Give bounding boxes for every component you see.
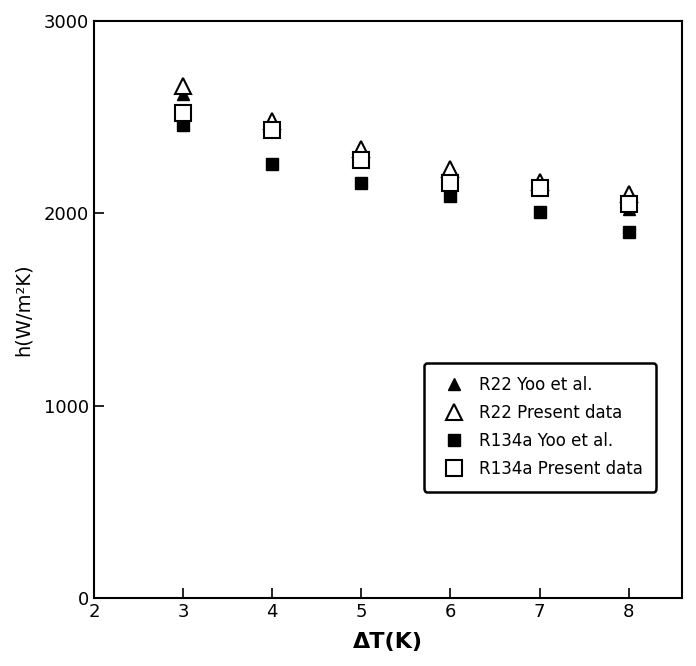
R22 Yoo et al. (268, 127, 276, 135)
R134a Yoo et al. (357, 179, 365, 187)
R22 Present data (446, 165, 454, 173)
R134a Present data (446, 178, 454, 186)
R22 Yoo et al. (357, 150, 365, 158)
R134a Present data (357, 157, 365, 165)
Legend: R22 Yoo et al., R22 Present data, R134a Yoo et al., R134a Present data: R22 Yoo et al., R22 Present data, R134a … (424, 363, 656, 492)
R22 Present data (357, 145, 365, 153)
R22 Yoo et al. (179, 90, 187, 98)
R22 Yoo et al. (624, 206, 633, 214)
R134a Present data (179, 109, 187, 117)
R134a Present data (624, 200, 633, 208)
R22 Present data (624, 190, 633, 198)
R134a Present data (268, 126, 276, 134)
R134a Yoo et al. (535, 208, 544, 216)
Line: R22 Present data: R22 Present data (175, 79, 636, 202)
R134a Present data (535, 184, 544, 192)
R22 Yoo et al. (535, 183, 544, 191)
Line: R134a Present data: R134a Present data (175, 106, 636, 211)
R22 Yoo et al. (446, 172, 454, 180)
R22 Present data (268, 117, 276, 125)
Line: R22 Yoo et al.: R22 Yoo et al. (177, 88, 635, 216)
R134a Yoo et al. (446, 192, 454, 200)
R22 Present data (535, 178, 544, 186)
R134a Yoo et al. (268, 161, 276, 168)
X-axis label: ΔT(K): ΔT(K) (353, 632, 423, 652)
R22 Present data (179, 83, 187, 91)
R134a Yoo et al. (179, 121, 187, 129)
R134a Yoo et al. (624, 228, 633, 236)
Line: R134a Yoo et al.: R134a Yoo et al. (177, 119, 635, 238)
Y-axis label: h(W/m²K): h(W/m²K) (14, 263, 33, 356)
